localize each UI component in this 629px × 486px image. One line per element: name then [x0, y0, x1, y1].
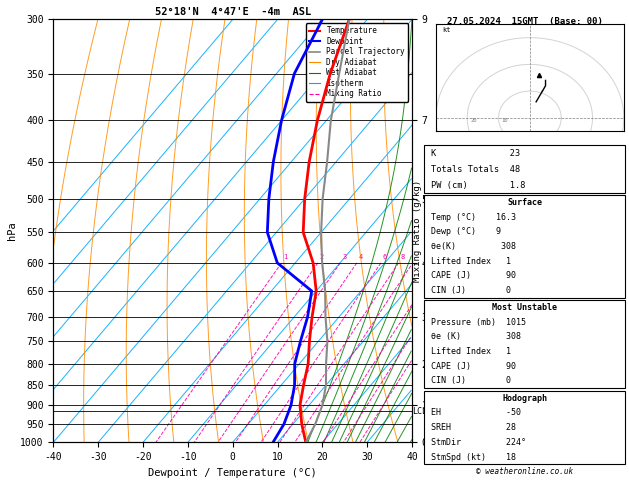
- Text: CIN (J)        0: CIN (J) 0: [431, 377, 511, 385]
- Text: θe(K)         308: θe(K) 308: [431, 242, 516, 251]
- Text: Lifted Index   1: Lifted Index 1: [431, 257, 511, 266]
- Bar: [425, 145, 625, 193]
- Text: CIN (J)        0: CIN (J) 0: [431, 286, 511, 295]
- Text: 3: 3: [342, 254, 347, 260]
- Text: Pressure (mb)  1015: Pressure (mb) 1015: [431, 318, 526, 327]
- Text: Mixing Ratio (g/kg): Mixing Ratio (g/kg): [413, 180, 421, 282]
- Text: CAPE (J)       90: CAPE (J) 90: [431, 362, 516, 371]
- X-axis label: Dewpoint / Temperature (°C): Dewpoint / Temperature (°C): [148, 468, 317, 478]
- Text: StmDir         224°: StmDir 224°: [431, 438, 526, 447]
- Text: Lifted Index   1: Lifted Index 1: [431, 347, 511, 356]
- Legend: Temperature, Dewpoint, Parcel Trajectory, Dry Adiabat, Wet Adiabat, Isotherm, Mi: Temperature, Dewpoint, Parcel Trajectory…: [306, 23, 408, 102]
- Text: CAPE (J)       90: CAPE (J) 90: [431, 271, 516, 280]
- Bar: [425, 300, 625, 388]
- Text: StmSpd (kt)    18: StmSpd (kt) 18: [431, 452, 516, 462]
- Text: 2: 2: [320, 254, 324, 260]
- Text: LCL: LCL: [412, 407, 427, 416]
- Text: 1: 1: [284, 254, 288, 260]
- Title: 52°18'N  4°47'E  -4m  ASL: 52°18'N 4°47'E -4m ASL: [155, 7, 311, 17]
- Text: EH             -50: EH -50: [431, 408, 521, 417]
- Text: K              23: K 23: [431, 149, 520, 158]
- Text: SREH           28: SREH 28: [431, 423, 516, 432]
- Y-axis label: hPa: hPa: [8, 222, 18, 240]
- Text: Most Unstable: Most Unstable: [492, 303, 557, 312]
- Text: 8: 8: [401, 254, 404, 260]
- Bar: [425, 195, 625, 298]
- Text: kt: kt: [442, 27, 450, 34]
- Bar: [425, 391, 625, 465]
- Text: Temp (°C)    16.3: Temp (°C) 16.3: [431, 213, 516, 222]
- Text: θe (K)         308: θe (K) 308: [431, 332, 521, 341]
- Text: © weatheronline.co.uk: © weatheronline.co.uk: [476, 468, 573, 476]
- Text: Surface: Surface: [507, 198, 542, 207]
- Y-axis label: km
ASL: km ASL: [429, 223, 448, 239]
- Text: 27.05.2024  15GMT  (Base: 00): 27.05.2024 15GMT (Base: 00): [447, 17, 603, 26]
- Text: Hodograph: Hodograph: [502, 394, 547, 402]
- Text: 20: 20: [470, 118, 477, 123]
- Text: PW (cm)        1.8: PW (cm) 1.8: [431, 181, 525, 190]
- Text: Dewp (°C)    9: Dewp (°C) 9: [431, 227, 501, 237]
- Text: 6: 6: [383, 254, 387, 260]
- Text: 10: 10: [502, 118, 508, 123]
- Text: Totals Totals  48: Totals Totals 48: [431, 165, 520, 174]
- Text: 4: 4: [359, 254, 363, 260]
